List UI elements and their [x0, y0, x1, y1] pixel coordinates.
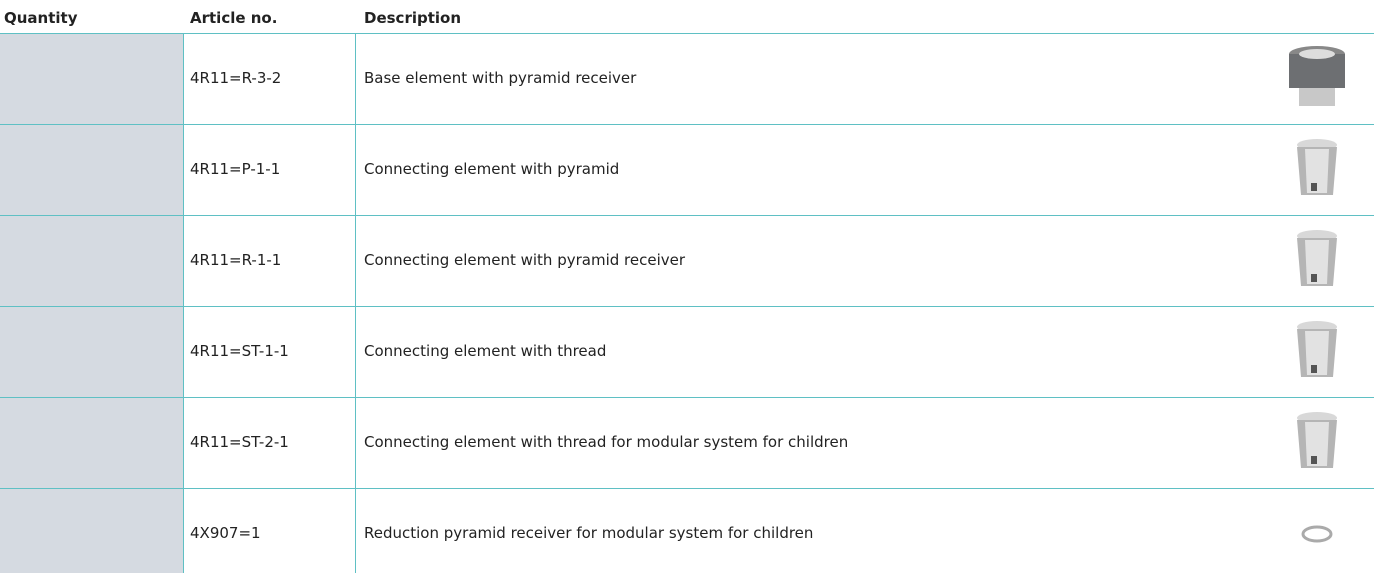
article-number: 4R11=R-1-1: [190, 251, 282, 269]
description: Connecting element with pyramid: [364, 160, 620, 178]
column-header: Quantity: [4, 9, 78, 27]
row-divider: [0, 306, 1374, 307]
row-divider: [0, 397, 1374, 398]
header-divider: [0, 33, 1374, 34]
product-image: [1297, 412, 1337, 468]
article-number: 4R11=ST-1-1: [190, 342, 289, 360]
row-divider: [0, 215, 1374, 216]
product-image: [1297, 139, 1337, 195]
description: Connecting element with thread for modul…: [364, 433, 849, 451]
column-divider: [183, 33, 184, 573]
row-divider: [0, 488, 1374, 489]
article-number: 4X907=1: [190, 524, 261, 542]
column-header: Article no.: [190, 9, 278, 27]
column-header: Description: [364, 9, 462, 27]
quantity-cell: [0, 398, 183, 488]
quantity-cell: [0, 489, 183, 573]
quantity-cell: [0, 34, 183, 124]
quantity-cell: [0, 125, 183, 215]
product-image: [1297, 321, 1337, 377]
column-divider: [355, 33, 356, 573]
product-image: [1297, 230, 1337, 286]
description: Reduction pyramid receiver for modular s…: [364, 524, 814, 542]
description: Connecting element with thread: [364, 342, 607, 360]
article-number: 4R11=ST-2-1: [190, 433, 289, 451]
description: Base element with pyramid receiver: [364, 69, 637, 87]
product-image: [1289, 46, 1345, 106]
description: Connecting element with pyramid receiver: [364, 251, 686, 269]
product-image: [1301, 525, 1333, 543]
row-divider: [0, 124, 1374, 125]
article-number: 4R11=R-3-2: [190, 69, 282, 87]
article-number: 4R11=P-1-1: [190, 160, 281, 178]
quantity-cell: [0, 216, 183, 306]
quantity-cell: [0, 307, 183, 397]
